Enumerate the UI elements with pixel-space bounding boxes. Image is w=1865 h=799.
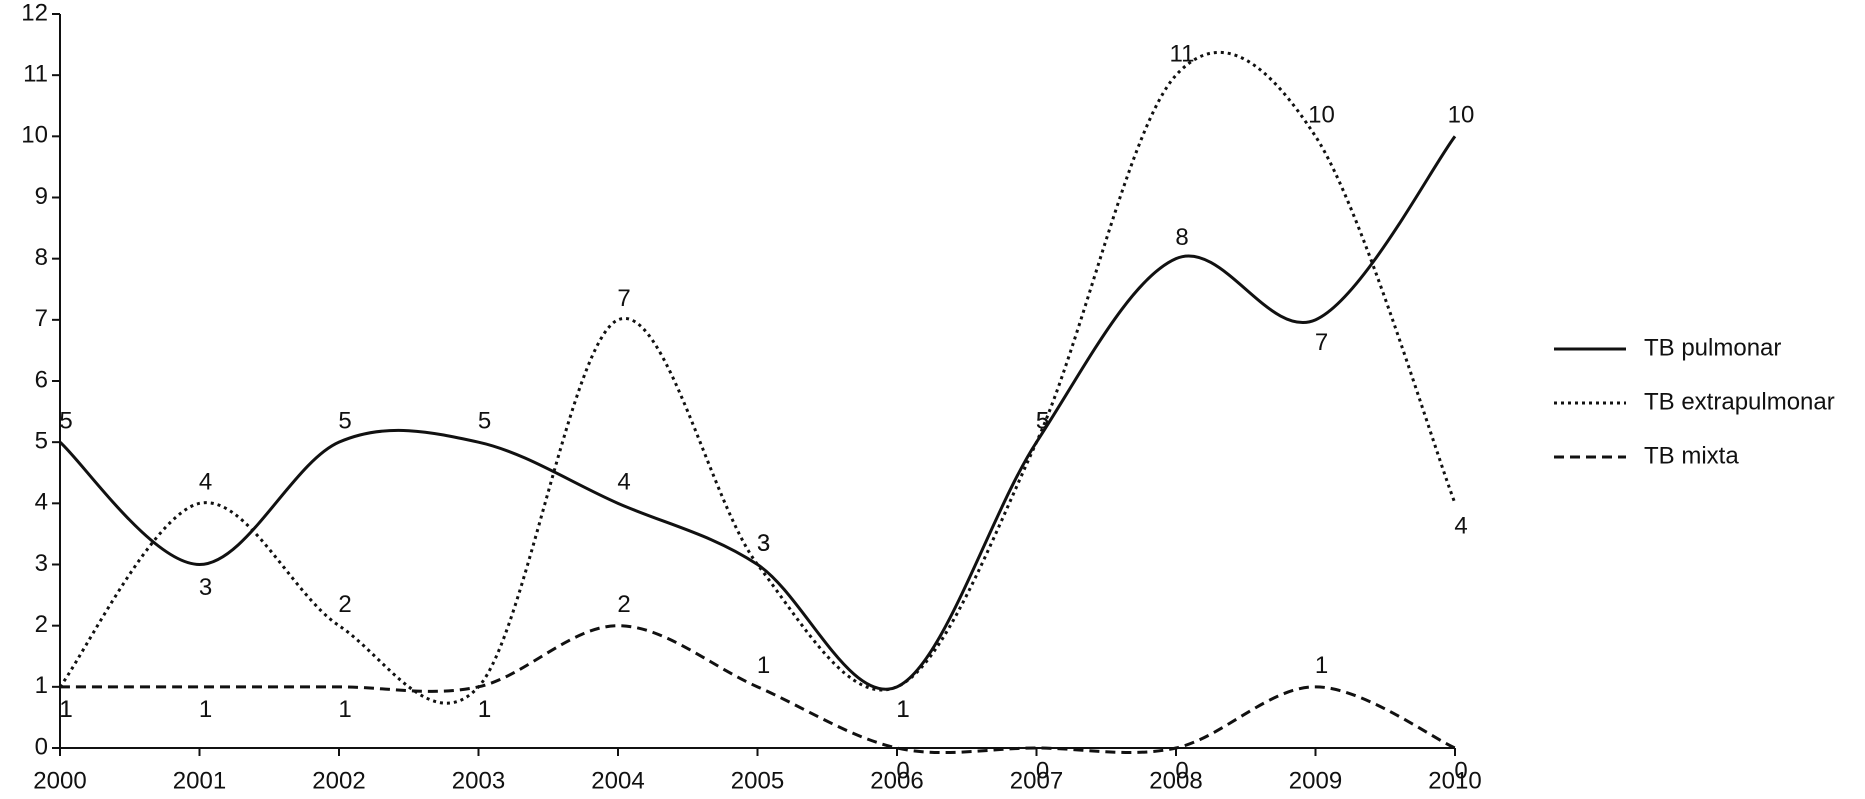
data-label: 0	[1454, 757, 1467, 784]
data-label: 7	[1315, 329, 1328, 356]
y-tick-label: 7	[35, 305, 48, 332]
y-tick-label: 2	[35, 611, 48, 638]
y-tick-label: 3	[35, 550, 48, 577]
data-label: 1	[1315, 652, 1328, 679]
data-label: 2	[617, 591, 630, 618]
legend-label: TB extrapulmonar	[1644, 388, 1835, 415]
data-label: 5	[1036, 408, 1049, 435]
data-label: 8	[1175, 224, 1188, 251]
data-label: 11	[1170, 41, 1195, 68]
series-line	[58, 51, 1457, 705]
x-tick-label: 2004	[591, 767, 644, 794]
data-label: 4	[1454, 513, 1467, 540]
data-label: 5	[478, 408, 491, 435]
x-tick-label: 2008	[1149, 767, 1202, 794]
data-label: 0	[1175, 757, 1188, 784]
y-tick-label: 0	[35, 733, 48, 760]
x-tick-label: 2009	[1289, 767, 1342, 794]
data-label: 4	[617, 469, 630, 496]
data-label: 7	[617, 285, 630, 312]
data-label: 1	[59, 696, 72, 723]
data-label: 1	[199, 696, 212, 723]
data-label: 1	[338, 696, 351, 723]
y-tick-label: 10	[21, 122, 48, 149]
y-tick-label: 5	[35, 428, 48, 455]
y-tick-label: 12	[21, 0, 48, 26]
data-label: 4	[199, 469, 212, 496]
y-tick-label: 1	[35, 672, 48, 699]
x-tick-label: 2000	[33, 767, 86, 794]
data-label: 3	[757, 530, 770, 557]
x-tick-label: 2007	[1010, 767, 1063, 794]
data-label: 1	[478, 696, 491, 723]
y-tick-label: 6	[35, 366, 48, 393]
data-label: 0	[1036, 757, 1049, 784]
y-tick-label: 9	[35, 183, 48, 210]
data-label: 5	[1036, 408, 1049, 435]
data-label: 1	[478, 696, 491, 723]
x-tick-label: 2010	[1428, 767, 1481, 794]
data-label: 3	[199, 574, 212, 601]
x-tick-label: 2002	[312, 767, 365, 794]
y-tick-label: 11	[23, 61, 48, 88]
x-tick-label: 2003	[452, 767, 505, 794]
legend-label: TB mixta	[1644, 442, 1739, 469]
data-label: 2	[338, 591, 351, 618]
data-label: 1	[896, 696, 909, 723]
data-label: 5	[338, 408, 351, 435]
data-label: 1	[59, 696, 72, 723]
x-tick-label: 2005	[731, 767, 784, 794]
data-label: 0	[896, 757, 909, 784]
y-tick-label: 8	[35, 244, 48, 271]
data-label: 1	[896, 696, 909, 723]
x-tick-label: 2006	[870, 767, 923, 794]
y-tick-label: 4	[35, 489, 48, 516]
data-label: 10	[1448, 102, 1475, 129]
series-line	[59, 135, 1457, 691]
data-label: 5	[59, 408, 72, 435]
data-label: 3	[757, 530, 770, 557]
data-label: 1	[757, 652, 770, 679]
series-line	[60, 624, 1456, 755]
data-label: 10	[1308, 102, 1335, 129]
x-tick-label: 2001	[173, 767, 226, 794]
legend-label: TB pulmonar	[1644, 334, 1781, 361]
